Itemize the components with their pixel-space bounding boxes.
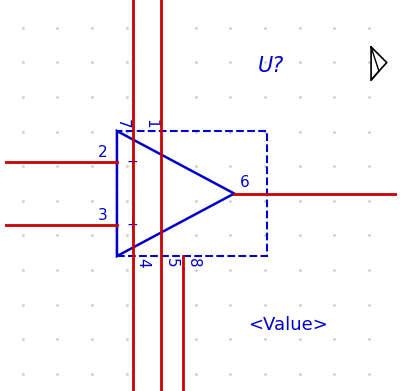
Text: 5: 5 <box>163 258 178 268</box>
Text: 2: 2 <box>97 145 107 160</box>
Text: 4: 4 <box>136 258 150 268</box>
Text: 6: 6 <box>239 175 249 190</box>
Text: +: + <box>126 218 138 232</box>
Text: 7: 7 <box>114 119 129 129</box>
Text: 3: 3 <box>97 208 107 223</box>
Text: 8: 8 <box>185 258 200 268</box>
Text: 1: 1 <box>143 119 158 129</box>
Text: U?: U? <box>257 56 284 77</box>
Text: <Value>: <Value> <box>247 316 327 334</box>
Text: −: − <box>126 155 138 169</box>
